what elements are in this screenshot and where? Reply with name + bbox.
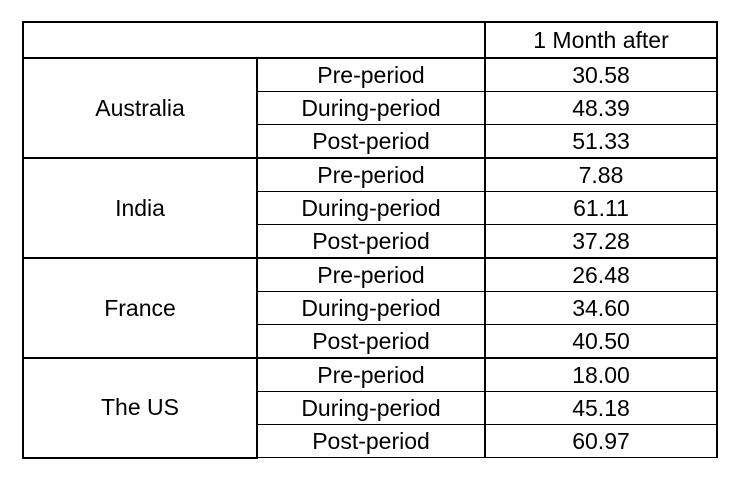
table-row: Australia Pre-period 30.58	[22, 57, 718, 159]
table-row: During-period 45.18	[23, 391, 718, 425]
period-cell: Post-period	[256, 124, 486, 159]
table-row: During-period 48.39	[23, 91, 718, 125]
period-cell: Pre-period	[256, 257, 486, 292]
data-table: 1 Month after Australia Pre-period 30.58…	[22, 21, 718, 459]
country-cell: India	[22, 157, 258, 259]
period-cell: During-period	[256, 91, 486, 125]
period-cell: Post-period	[256, 424, 486, 458]
table-row: Post-period 40.50	[23, 324, 718, 359]
value-cell: 40.50	[484, 324, 718, 359]
value-cell: 7.88	[484, 157, 718, 192]
table-body: 1 Month after Australia Pre-period 30.58…	[22, 21, 718, 459]
period-cell: During-period	[256, 291, 486, 325]
header-row: 1 Month after	[22, 21, 718, 59]
value-cell: 18.00	[484, 357, 718, 392]
value-cell: 30.58	[484, 57, 718, 92]
period-cell: Post-period	[256, 324, 486, 359]
period-cell: Pre-period	[256, 57, 486, 92]
value-cell: 51.33	[484, 124, 718, 159]
period-cell: Pre-period	[256, 357, 486, 392]
value-cell: 37.28	[484, 224, 718, 259]
value-cell: 61.11	[484, 191, 718, 225]
value-cell: 45.18	[484, 391, 718, 425]
header-value-column: 1 Month after	[484, 21, 718, 59]
period-cell: During-period	[256, 391, 486, 425]
country-cell: France	[22, 257, 258, 359]
table-row: During-period 34.60	[23, 291, 718, 325]
period-cell: Pre-period	[256, 157, 486, 192]
period-cell: Post-period	[256, 224, 486, 259]
value-cell: 48.39	[484, 91, 718, 125]
header-corner-cell	[22, 21, 486, 59]
table-row: The US Pre-period 18.00	[22, 357, 718, 459]
country-cell: The US	[22, 357, 258, 459]
table-row: During-period 61.11	[23, 191, 718, 225]
table-row: India Pre-period 7.88	[22, 157, 718, 259]
value-cell: 60.97	[484, 424, 718, 458]
value-cell: 34.60	[484, 291, 718, 325]
period-cell: During-period	[256, 191, 486, 225]
country-cell: Australia	[22, 57, 258, 159]
value-cell: 26.48	[484, 257, 718, 292]
table-row: Post-period 60.97	[23, 424, 718, 458]
table-row: France Pre-period 26.48	[22, 257, 718, 359]
table-row: Post-period 51.33	[23, 124, 718, 159]
table-row: Post-period 37.28	[23, 224, 718, 259]
